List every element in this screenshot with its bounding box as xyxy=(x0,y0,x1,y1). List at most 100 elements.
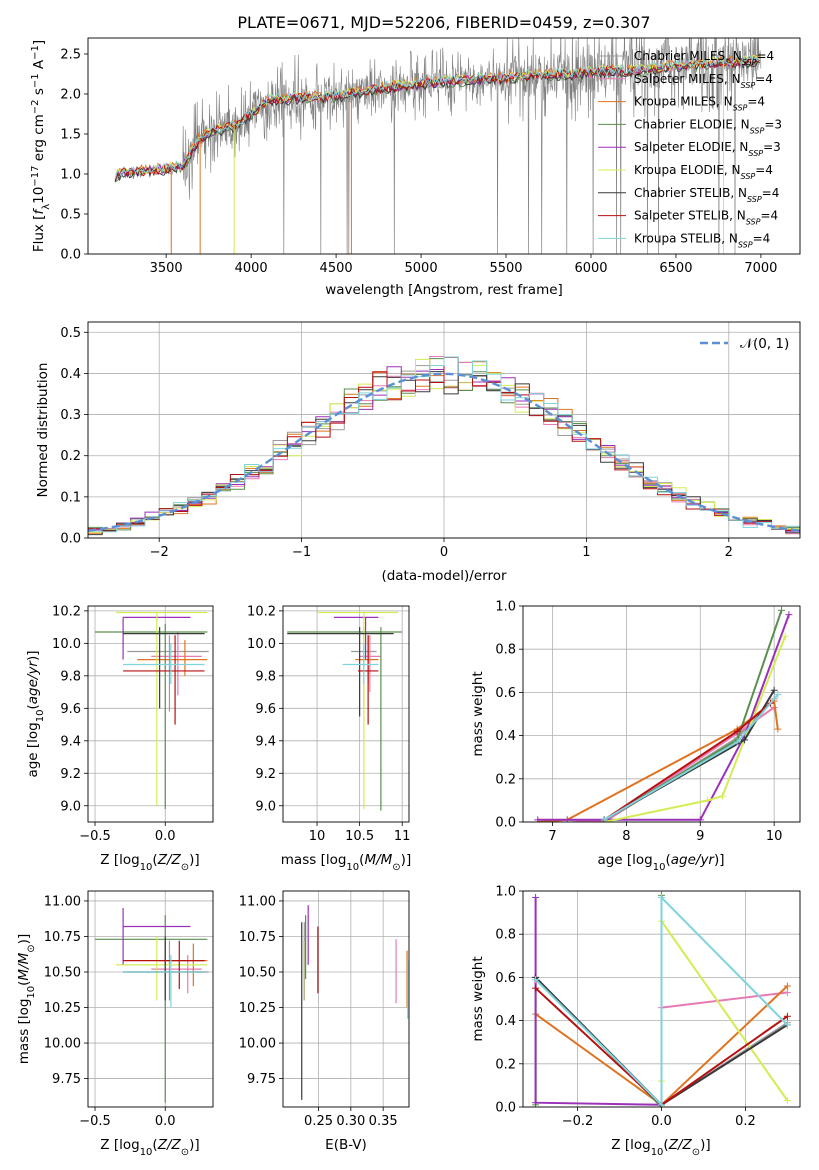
weight-series xyxy=(603,702,772,821)
label-part: )] xyxy=(700,1137,711,1153)
y-axis-label: age [log10(age/yr)] xyxy=(25,650,46,777)
y-tick-label: 1.0 xyxy=(495,600,516,615)
label-part: 𝒩 xyxy=(740,336,756,352)
x-tick-label: 8 xyxy=(622,829,630,844)
x-tick-label: 0.25 xyxy=(304,1114,333,1129)
y-tick-label: 9.75 xyxy=(247,1072,276,1087)
x-axis-label: E(B-V) xyxy=(325,1137,367,1153)
y-tick-label: 11.00 xyxy=(44,894,81,909)
axes-frame xyxy=(87,605,214,823)
x-tick-label: 0.35 xyxy=(369,1114,398,1129)
x-tick-label: 0.0 xyxy=(155,1114,176,1129)
axes-mass_vs_EBV: 0.25 0.30 0.35 9.75 10.00 10.25 10.50 10.75 11.0… xyxy=(239,890,410,1153)
y-tick-label: 0.8 xyxy=(495,643,516,658)
x-axis-label: Z [log10(Z/Z⊙)] xyxy=(611,1137,710,1158)
label-part: A xyxy=(31,59,47,73)
y-tick-label: 10.2 xyxy=(52,604,81,619)
y-tick-label: 1.0 xyxy=(495,885,516,900)
legend-nssp: =3 xyxy=(764,117,782,131)
label-part: Z [log xyxy=(100,852,139,868)
histogram-series xyxy=(88,356,800,532)
y-tick-label: 11.00 xyxy=(239,894,276,909)
y-tick-label: 0.8 xyxy=(495,928,516,943)
legend-nssp: =4 xyxy=(760,209,778,223)
y-tick-label: 1.0 xyxy=(60,168,81,183)
x-tick-label: 4000 xyxy=(235,261,268,276)
label-part: Z [log xyxy=(611,1137,650,1153)
legend-sub: SSP xyxy=(733,103,748,112)
axes-mass_weight_vs_Z: −0.2 0.0 0.2 0.0 0.2 0.4 0.6 0.8 1.0 Z [log10(Z/Z… xyxy=(470,885,801,1158)
y-tick-label: 0.4 xyxy=(495,1014,516,1029)
y-tick-label: 0.0 xyxy=(60,248,81,263)
label-part: mass [log xyxy=(281,852,347,868)
y-axis-label: Flux [fλ10−17 erg cm−2 s−1 A−1] xyxy=(30,40,52,252)
label-part: ( xyxy=(16,981,32,986)
label-part: Flux [ xyxy=(31,215,47,253)
label-part: Z/Z xyxy=(157,1137,182,1153)
label-part: ⊙ xyxy=(392,862,400,873)
axes-frame xyxy=(87,321,801,539)
legend-nssp: =4 xyxy=(756,49,774,63)
weight-series xyxy=(661,991,788,1009)
y-tick-label: 9.8 xyxy=(60,669,81,684)
legend-entry: Kroupa MILES, NSSP=4 xyxy=(634,95,765,113)
plot-area-mass_weight_vs_age xyxy=(534,606,793,822)
axes-frame xyxy=(282,605,410,823)
axes-residuals: −2 −1 0 1 2 0.0 0.1 0.2 0.3 0.4 0.5 (data-model)/er… xyxy=(35,321,801,584)
weight-series xyxy=(660,918,789,1102)
label-part: erg cm xyxy=(31,114,47,165)
x-tick-label: −1 xyxy=(292,545,311,560)
x-tick-label: 10 xyxy=(309,829,326,844)
y-tick-label: 9.6 xyxy=(255,702,276,717)
legend-entry: Salpeter MILES, NSSP=4 xyxy=(634,72,773,90)
figure-title: PLATE=0671, MJD=52206, FIBERID=0459, z=0… xyxy=(237,13,650,32)
label-part: 10 xyxy=(26,986,37,999)
plot-area-mass_vs_Z xyxy=(95,908,209,1103)
label-part: )] xyxy=(16,934,32,945)
axes-age_vs_mass: 10 10.5 11 9.0 9.2 9.4 9.6 9.8 10.0 10.2 mass [log… xyxy=(247,604,411,872)
weight-series xyxy=(537,614,790,821)
label-part: age/yr xyxy=(25,660,41,705)
legend-entry: Chabrier ELODIE, NSSP=3 xyxy=(634,117,782,135)
x-tick-label: 5500 xyxy=(489,261,522,276)
y-tick-label: 10.25 xyxy=(239,1001,276,1016)
x-axis-label: Z [log10(Z/Z⊙)] xyxy=(100,1137,199,1158)
y-tick-label: 9.2 xyxy=(255,767,276,782)
y-tick-label: 0.4 xyxy=(60,367,81,382)
label-part: age [log xyxy=(25,722,41,777)
y-tick-label: 9.75 xyxy=(52,1072,81,1087)
legend-entry: 𝒩(0, 1) xyxy=(740,336,789,352)
legend-sub: SSP xyxy=(741,80,756,89)
legend-sub: SSP xyxy=(748,149,763,158)
x-tick-label: −0.5 xyxy=(79,829,111,844)
y-tick-label: 9.8 xyxy=(255,669,276,684)
label-part: 10 xyxy=(653,862,666,873)
y-tick-label: 9.0 xyxy=(255,799,276,814)
legend-nssp: =4 xyxy=(755,72,773,86)
legend-nssp: =3 xyxy=(763,140,781,154)
legend-name: Salpeter MILES, N xyxy=(634,72,741,86)
label-part: ⊙ xyxy=(26,944,37,952)
legend-sub: SSP xyxy=(738,240,753,249)
x-tick-label: 1 xyxy=(582,545,590,560)
label-part: s xyxy=(31,88,47,99)
x-axis-label: Z [log10(Z/Z⊙)] xyxy=(100,852,199,873)
y-tick-label: 9.2 xyxy=(60,767,81,782)
y-tick-label: 10.50 xyxy=(44,966,81,981)
label-part: age/yr xyxy=(671,852,716,868)
legend-nssp: =4 xyxy=(747,95,765,109)
y-tick-label: 10.2 xyxy=(247,604,276,619)
x-tick-label: −0.5 xyxy=(79,1114,111,1129)
x-tick-label: 0.0 xyxy=(651,1114,672,1129)
label-part: 10 xyxy=(140,1147,153,1158)
axes-frame xyxy=(282,890,410,1108)
weight-series xyxy=(534,895,663,1107)
weight-series xyxy=(604,635,787,822)
x-tick-label: −2 xyxy=(150,545,169,560)
y-tick-label: 0.0 xyxy=(60,532,81,547)
y-axis-label: Normed distribution xyxy=(35,363,51,498)
label-part: ( xyxy=(152,1137,157,1153)
label-part: (0, 1) xyxy=(753,336,789,352)
label-part: ( xyxy=(665,852,670,868)
